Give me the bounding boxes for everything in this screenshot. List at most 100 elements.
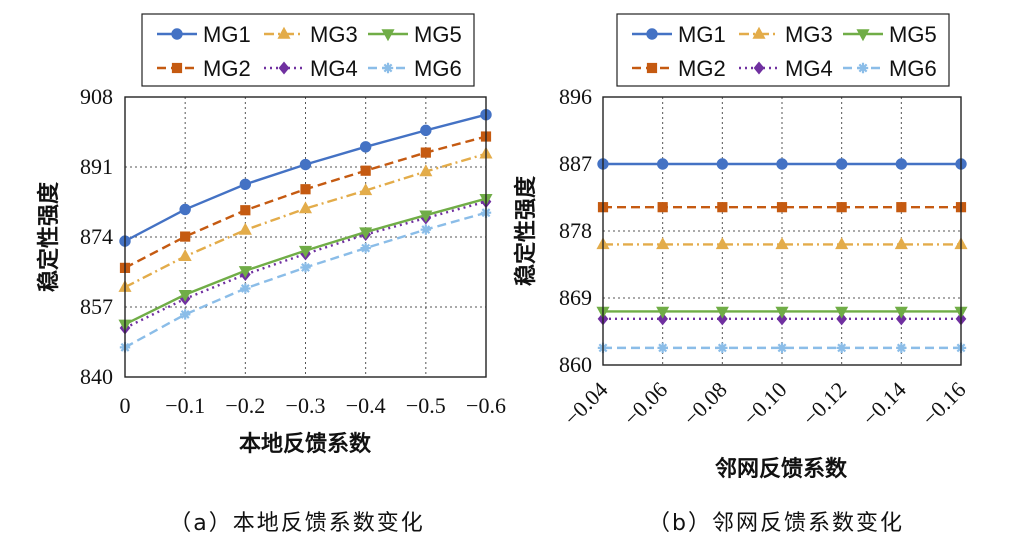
y-tick-label: 840 bbox=[80, 364, 113, 389]
data-point bbox=[238, 266, 252, 279]
legend-label: MG6 bbox=[414, 56, 462, 81]
legend-box bbox=[141, 13, 475, 87]
legend-item-mg2: MG2 bbox=[632, 56, 726, 81]
legend-box bbox=[616, 13, 950, 87]
data-point bbox=[894, 306, 908, 319]
data-point bbox=[359, 183, 373, 196]
data-point bbox=[240, 283, 251, 294]
data-point bbox=[836, 342, 847, 354]
data-point bbox=[360, 165, 371, 176]
data-point bbox=[359, 141, 372, 153]
legend-marker bbox=[278, 61, 290, 75]
x-axis-label: 邻网反馈系数 bbox=[715, 456, 848, 482]
data-point bbox=[420, 147, 431, 158]
x-tick-label: −0.6 bbox=[466, 393, 506, 418]
legend-label: MG5 bbox=[889, 22, 937, 47]
data-point bbox=[656, 306, 670, 319]
legend-item-mg2: MG2 bbox=[157, 56, 251, 81]
data-point bbox=[656, 158, 669, 170]
x-tick-label: −0.3 bbox=[286, 393, 326, 418]
data-point bbox=[299, 158, 312, 171]
legend-label: MG2 bbox=[678, 56, 726, 81]
data-point bbox=[776, 158, 788, 170]
x-tick-label: −0.10 bbox=[738, 377, 792, 431]
x-tick-label: −0.14 bbox=[857, 377, 911, 431]
data-point bbox=[896, 342, 907, 354]
y-tick-label: 896 bbox=[559, 84, 592, 109]
legend-marker bbox=[171, 28, 183, 40]
series-mg3 bbox=[596, 237, 968, 250]
legend: MG1 MG3 MG5 MG2 MG4 MG6 bbox=[632, 22, 937, 81]
y-tick-label: 860 bbox=[559, 352, 592, 377]
data-point bbox=[360, 242, 371, 254]
legend-marker bbox=[381, 29, 395, 42]
grid bbox=[125, 97, 486, 377]
x-tick-label: −0.12 bbox=[798, 377, 852, 431]
legend-item-mg6: MG6 bbox=[843, 56, 937, 81]
legend-marker bbox=[752, 26, 766, 39]
data-point bbox=[895, 312, 907, 326]
data-point bbox=[835, 158, 848, 170]
legend-item-mg1: MG1 bbox=[632, 22, 726, 47]
legend-label: MG1 bbox=[203, 22, 251, 47]
legend-label: MG2 bbox=[203, 56, 251, 81]
x-axis-label: 本地反馈系数 bbox=[239, 431, 372, 457]
data-point bbox=[776, 342, 788, 354]
data-point bbox=[180, 231, 191, 242]
y-tick-label: 887 bbox=[559, 151, 592, 176]
data-point bbox=[300, 262, 311, 273]
y-tick-labels: 840 857 874 891 908 bbox=[80, 84, 113, 389]
data-point bbox=[896, 202, 907, 213]
data-point bbox=[420, 224, 432, 235]
data-point bbox=[657, 342, 668, 354]
panel-b: MG1 MG3 MG5 MG2 MG4 MG6 860 869 878 887 896 −0.04… bbox=[513, 13, 971, 536]
data-point bbox=[716, 158, 729, 170]
data-point bbox=[717, 202, 728, 213]
legend-marker bbox=[171, 62, 183, 74]
legend-marker bbox=[646, 28, 658, 40]
data-point bbox=[775, 306, 789, 319]
legend-marker bbox=[856, 29, 870, 42]
legend: MG1 MG3 MG5 MG2 MG4 MG6 bbox=[157, 22, 462, 81]
data-point bbox=[775, 237, 789, 250]
x-tick-label: −0.16 bbox=[917, 377, 971, 431]
legend-marker bbox=[646, 62, 658, 74]
data-point bbox=[419, 164, 433, 177]
legend-item-mg5: MG5 bbox=[843, 22, 937, 47]
series-mg5 bbox=[596, 306, 968, 319]
x-tick-label: −0.5 bbox=[406, 393, 446, 418]
data-point bbox=[238, 222, 252, 235]
data-point bbox=[179, 203, 191, 216]
series-mg3 bbox=[118, 146, 493, 292]
legend-item-mg4: MG4 bbox=[739, 56, 833, 81]
panel-a: MG1 MG3 MG5 MG2 MG4 MG6 840 857 874 891 908 0 −0.1… bbox=[36, 13, 506, 536]
data-point bbox=[656, 237, 670, 250]
plot-frame bbox=[602, 96, 962, 366]
series-mg6 bbox=[597, 342, 967, 354]
legend-label: MG4 bbox=[785, 56, 833, 81]
data-point bbox=[776, 202, 788, 213]
data-point bbox=[895, 158, 908, 170]
data-point bbox=[300, 184, 311, 195]
data-point bbox=[419, 210, 433, 223]
legend-label: MG3 bbox=[785, 22, 833, 47]
x-tick-label: −0.08 bbox=[678, 377, 732, 431]
data-point bbox=[657, 202, 668, 213]
data-point bbox=[420, 124, 432, 137]
data-point bbox=[716, 312, 728, 326]
data-point bbox=[835, 306, 849, 319]
legend-marker bbox=[857, 62, 869, 74]
legend-label: MG4 bbox=[310, 56, 358, 81]
data-point bbox=[298, 201, 313, 214]
legend-item-mg3: MG3 bbox=[264, 22, 358, 47]
data-point bbox=[715, 237, 729, 250]
data-point bbox=[836, 312, 848, 326]
caption: （a）本地反馈系数变化 bbox=[169, 511, 424, 536]
series-mg6 bbox=[119, 207, 492, 353]
x-tick-label: −0.1 bbox=[165, 393, 205, 418]
y-tick-labels: 860 869 878 887 896 bbox=[559, 84, 592, 377]
x-tick-label: −0.2 bbox=[225, 393, 265, 418]
y-tick-label: 857 bbox=[80, 294, 113, 319]
data-point bbox=[178, 249, 192, 262]
legend-item-mg4: MG4 bbox=[264, 56, 358, 81]
